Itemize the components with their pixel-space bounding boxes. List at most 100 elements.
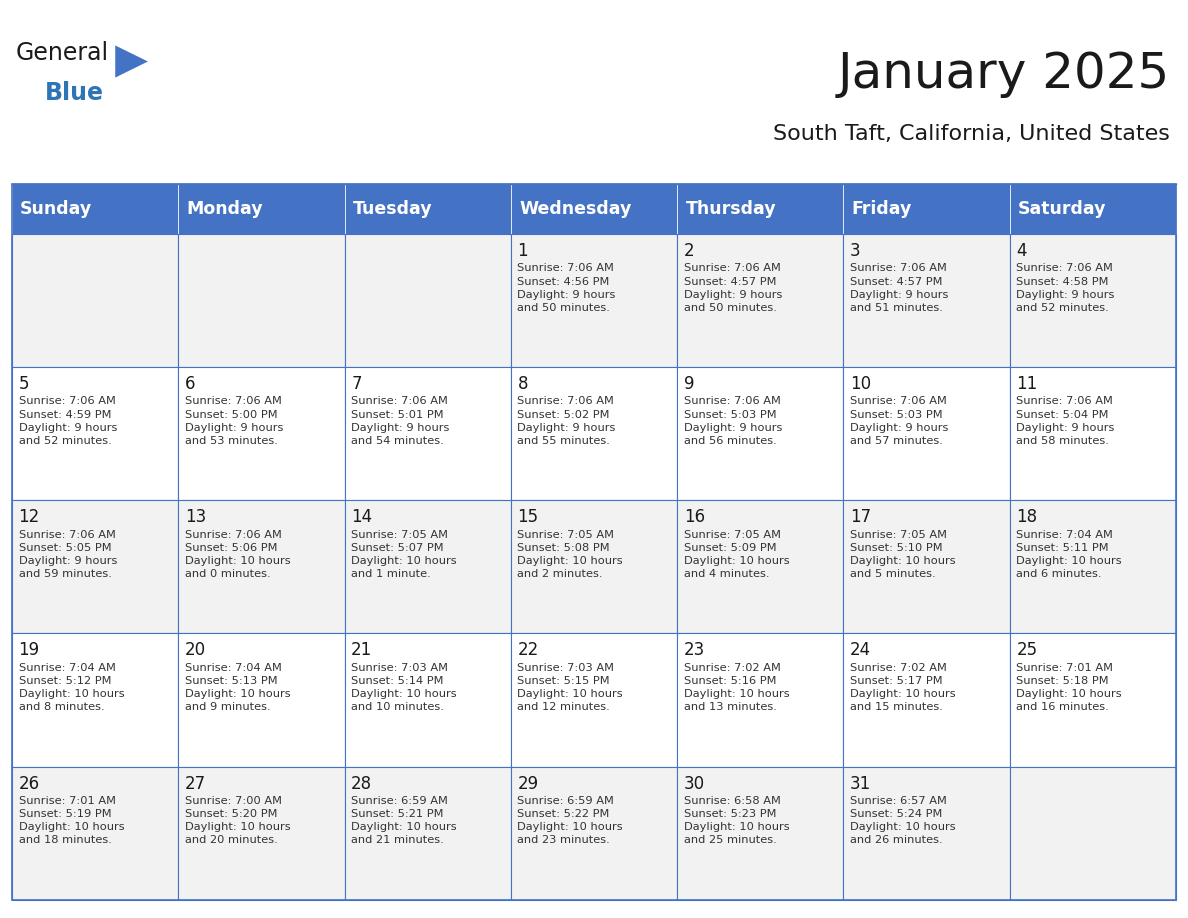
Text: 31: 31 — [851, 775, 871, 792]
Text: 9: 9 — [684, 375, 694, 393]
Text: Sunrise: 7:06 AM
Sunset: 4:59 PM
Daylight: 9 hours
and 52 minutes.: Sunrise: 7:06 AM Sunset: 4:59 PM Dayligh… — [19, 397, 116, 446]
Bar — [843, 184, 1010, 234]
Bar — [178, 500, 345, 633]
Text: Sunrise: 7:06 AM
Sunset: 4:57 PM
Daylight: 9 hours
and 50 minutes.: Sunrise: 7:06 AM Sunset: 4:57 PM Dayligh… — [684, 263, 782, 313]
Text: Sunrise: 6:58 AM
Sunset: 5:23 PM
Daylight: 10 hours
and 25 minutes.: Sunrise: 6:58 AM Sunset: 5:23 PM Dayligh… — [684, 796, 790, 845]
Text: South Taft, California, United States: South Taft, California, United States — [773, 124, 1170, 144]
Bar — [12, 767, 178, 900]
Bar — [677, 184, 843, 234]
Bar — [511, 767, 677, 900]
Text: Tuesday: Tuesday — [353, 200, 432, 218]
Text: 15: 15 — [518, 509, 538, 526]
Bar — [511, 367, 677, 500]
Bar — [178, 234, 345, 367]
Text: 13: 13 — [185, 509, 206, 526]
Bar — [677, 633, 843, 767]
Text: Saturday: Saturday — [1018, 200, 1106, 218]
Bar — [12, 633, 178, 767]
Text: Sunrise: 7:06 AM
Sunset: 4:58 PM
Daylight: 9 hours
and 52 minutes.: Sunrise: 7:06 AM Sunset: 4:58 PM Dayligh… — [1017, 263, 1114, 313]
Text: General: General — [15, 41, 108, 65]
Text: Sunrise: 7:06 AM
Sunset: 4:57 PM
Daylight: 9 hours
and 51 minutes.: Sunrise: 7:06 AM Sunset: 4:57 PM Dayligh… — [851, 263, 948, 313]
Bar — [345, 184, 511, 234]
Text: Sunrise: 7:03 AM
Sunset: 5:14 PM
Daylight: 10 hours
and 10 minutes.: Sunrise: 7:03 AM Sunset: 5:14 PM Dayligh… — [352, 663, 457, 712]
Bar — [345, 500, 511, 633]
Bar — [12, 367, 178, 500]
Bar — [178, 367, 345, 500]
Text: Sunrise: 7:06 AM
Sunset: 5:03 PM
Daylight: 9 hours
and 57 minutes.: Sunrise: 7:06 AM Sunset: 5:03 PM Dayligh… — [851, 397, 948, 446]
Text: 10: 10 — [851, 375, 871, 393]
Text: Sunrise: 7:06 AM
Sunset: 5:06 PM
Daylight: 10 hours
and 0 minutes.: Sunrise: 7:06 AM Sunset: 5:06 PM Dayligh… — [185, 530, 291, 579]
Text: Sunrise: 7:00 AM
Sunset: 5:20 PM
Daylight: 10 hours
and 20 minutes.: Sunrise: 7:00 AM Sunset: 5:20 PM Dayligh… — [185, 796, 291, 845]
Text: Sunrise: 7:01 AM
Sunset: 5:18 PM
Daylight: 10 hours
and 16 minutes.: Sunrise: 7:01 AM Sunset: 5:18 PM Dayligh… — [1017, 663, 1123, 712]
Bar — [178, 184, 345, 234]
Bar — [677, 367, 843, 500]
Text: 8: 8 — [518, 375, 527, 393]
Text: Sunrise: 6:57 AM
Sunset: 5:24 PM
Daylight: 10 hours
and 26 minutes.: Sunrise: 6:57 AM Sunset: 5:24 PM Dayligh… — [851, 796, 956, 845]
Bar — [677, 500, 843, 633]
Text: Sunrise: 7:06 AM
Sunset: 4:56 PM
Daylight: 9 hours
and 50 minutes.: Sunrise: 7:06 AM Sunset: 4:56 PM Dayligh… — [518, 263, 615, 313]
Text: Sunrise: 7:06 AM
Sunset: 5:02 PM
Daylight: 9 hours
and 55 minutes.: Sunrise: 7:06 AM Sunset: 5:02 PM Dayligh… — [518, 397, 615, 446]
Bar — [843, 234, 1010, 367]
Text: Sunrise: 7:01 AM
Sunset: 5:19 PM
Daylight: 10 hours
and 18 minutes.: Sunrise: 7:01 AM Sunset: 5:19 PM Dayligh… — [19, 796, 125, 845]
Bar — [12, 500, 178, 633]
Bar — [12, 184, 178, 234]
Bar — [178, 767, 345, 900]
Text: Sunrise: 7:06 AM
Sunset: 5:00 PM
Daylight: 9 hours
and 53 minutes.: Sunrise: 7:06 AM Sunset: 5:00 PM Dayligh… — [185, 397, 283, 446]
Text: 23: 23 — [684, 642, 704, 659]
Bar — [843, 500, 1010, 633]
Text: 24: 24 — [851, 642, 871, 659]
Bar — [345, 767, 511, 900]
Bar — [345, 234, 511, 367]
Text: Monday: Monday — [187, 200, 263, 218]
Text: 11: 11 — [1017, 375, 1037, 393]
Text: 27: 27 — [185, 775, 206, 792]
Text: 1: 1 — [518, 242, 529, 260]
Text: Sunrise: 7:06 AM
Sunset: 5:05 PM
Daylight: 9 hours
and 59 minutes.: Sunrise: 7:06 AM Sunset: 5:05 PM Dayligh… — [19, 530, 116, 579]
Text: Sunrise: 7:06 AM
Sunset: 5:01 PM
Daylight: 9 hours
and 54 minutes.: Sunrise: 7:06 AM Sunset: 5:01 PM Dayligh… — [352, 397, 449, 446]
Bar — [511, 633, 677, 767]
Bar — [1010, 633, 1176, 767]
Text: Sunrise: 7:05 AM
Sunset: 5:10 PM
Daylight: 10 hours
and 5 minutes.: Sunrise: 7:05 AM Sunset: 5:10 PM Dayligh… — [851, 530, 956, 579]
Text: Thursday: Thursday — [685, 200, 776, 218]
Bar — [843, 367, 1010, 500]
Bar — [1010, 184, 1176, 234]
Text: 25: 25 — [1017, 642, 1037, 659]
Text: Sunrise: 6:59 AM
Sunset: 5:21 PM
Daylight: 10 hours
and 21 minutes.: Sunrise: 6:59 AM Sunset: 5:21 PM Dayligh… — [352, 796, 457, 845]
Text: Sunrise: 7:05 AM
Sunset: 5:09 PM
Daylight: 10 hours
and 4 minutes.: Sunrise: 7:05 AM Sunset: 5:09 PM Dayligh… — [684, 530, 790, 579]
Text: Sunrise: 7:02 AM
Sunset: 5:16 PM
Daylight: 10 hours
and 13 minutes.: Sunrise: 7:02 AM Sunset: 5:16 PM Dayligh… — [684, 663, 790, 712]
Text: 18: 18 — [1017, 509, 1037, 526]
Text: 26: 26 — [19, 775, 39, 792]
Text: 30: 30 — [684, 775, 704, 792]
Bar — [345, 633, 511, 767]
Bar — [511, 184, 677, 234]
Text: 6: 6 — [185, 375, 195, 393]
Text: 5: 5 — [19, 375, 29, 393]
Bar — [178, 633, 345, 767]
Text: 4: 4 — [1017, 242, 1026, 260]
Bar — [843, 633, 1010, 767]
Text: Sunrise: 7:06 AM
Sunset: 5:03 PM
Daylight: 9 hours
and 56 minutes.: Sunrise: 7:06 AM Sunset: 5:03 PM Dayligh… — [684, 397, 782, 446]
Text: Sunrise: 7:03 AM
Sunset: 5:15 PM
Daylight: 10 hours
and 12 minutes.: Sunrise: 7:03 AM Sunset: 5:15 PM Dayligh… — [518, 663, 624, 712]
Text: 20: 20 — [185, 642, 206, 659]
Text: 22: 22 — [518, 642, 538, 659]
Text: 29: 29 — [518, 775, 538, 792]
Text: Blue: Blue — [45, 81, 105, 105]
Bar — [1010, 234, 1176, 367]
Bar — [511, 234, 677, 367]
Text: 21: 21 — [352, 642, 372, 659]
Text: Sunrise: 7:02 AM
Sunset: 5:17 PM
Daylight: 10 hours
and 15 minutes.: Sunrise: 7:02 AM Sunset: 5:17 PM Dayligh… — [851, 663, 956, 712]
Text: 19: 19 — [19, 642, 39, 659]
Text: January 2025: January 2025 — [838, 50, 1170, 98]
Text: 14: 14 — [352, 509, 372, 526]
Text: 28: 28 — [352, 775, 372, 792]
Text: Sunrise: 7:05 AM
Sunset: 5:07 PM
Daylight: 10 hours
and 1 minute.: Sunrise: 7:05 AM Sunset: 5:07 PM Dayligh… — [352, 530, 457, 579]
Bar — [1010, 500, 1176, 633]
Text: Sunrise: 7:04 AM
Sunset: 5:12 PM
Daylight: 10 hours
and 8 minutes.: Sunrise: 7:04 AM Sunset: 5:12 PM Dayligh… — [19, 663, 125, 712]
Text: 17: 17 — [851, 509, 871, 526]
Text: Sunrise: 7:04 AM
Sunset: 5:11 PM
Daylight: 10 hours
and 6 minutes.: Sunrise: 7:04 AM Sunset: 5:11 PM Dayligh… — [1017, 530, 1123, 579]
Polygon shape — [115, 46, 147, 77]
Text: 16: 16 — [684, 509, 704, 526]
Text: Sunrise: 7:06 AM
Sunset: 5:04 PM
Daylight: 9 hours
and 58 minutes.: Sunrise: 7:06 AM Sunset: 5:04 PM Dayligh… — [1017, 397, 1114, 446]
Bar — [1010, 367, 1176, 500]
Text: Wednesday: Wednesday — [519, 200, 632, 218]
